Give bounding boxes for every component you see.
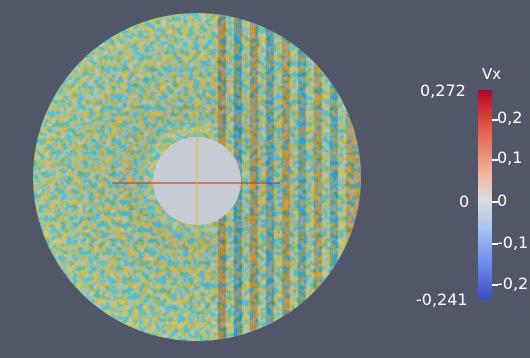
colorbar-tick-mark xyxy=(492,201,498,203)
colorbar-min-label: -0,241 xyxy=(416,290,468,309)
colorbar-left-zero-label: 0 xyxy=(459,192,470,211)
colorbar-tick-label: 0,1 xyxy=(497,148,523,167)
colorbar-tick-mark xyxy=(492,284,498,286)
colorbar-tick-mark xyxy=(492,243,498,245)
colorbar-tick-label: 0,2 xyxy=(497,108,523,127)
colorbar-tick-label: -0,2 xyxy=(497,274,529,293)
colorbar xyxy=(478,90,492,300)
colorbar-tick-label: -0,1 xyxy=(497,233,529,252)
colorbar-title: Vx xyxy=(482,65,502,83)
colorbar-tick-mark xyxy=(492,159,498,161)
colorbar-max-label: 0,272 xyxy=(420,81,466,100)
colorbar-tick-mark xyxy=(492,119,498,121)
colorbar-tick-label: 0 xyxy=(497,191,508,210)
velocity-field-disc xyxy=(33,13,361,341)
